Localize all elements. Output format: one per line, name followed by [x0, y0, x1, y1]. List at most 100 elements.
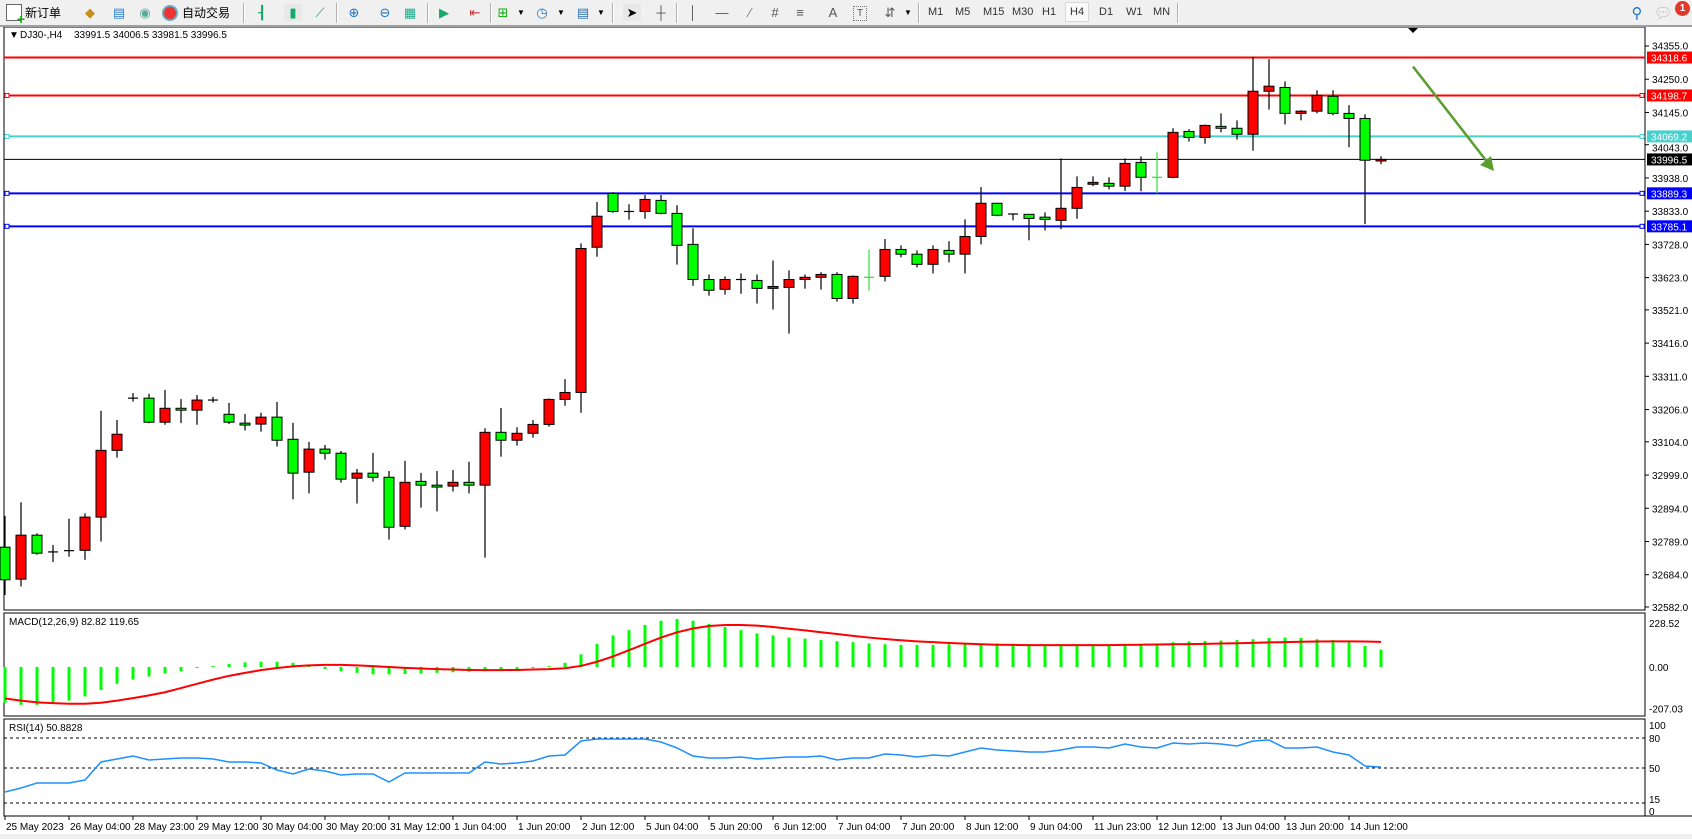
timeframe-m15[interactable]: M15 [983, 6, 1005, 18]
clock-icon[interactable]: ◷ [536, 4, 548, 20]
level-handle [1639, 190, 1645, 196]
candle [255, 412, 267, 432]
macd-histogram-bar [787, 637, 791, 667]
timeframe-h1[interactable]: H1 [1042, 6, 1057, 18]
candle-body [1231, 127, 1243, 135]
collapse-triangle-icon[interactable]: ▼ [9, 30, 19, 41]
crosshair-icon[interactable]: ┼ [656, 5, 666, 20]
text-icon[interactable]: A [828, 5, 838, 20]
candle [287, 422, 299, 500]
timeframe-d1[interactable]: D1 [1099, 6, 1114, 18]
line-chart-icon[interactable]: ⟋ [315, 4, 325, 20]
macd-histogram-bar [115, 667, 119, 684]
time-tick-label: 5 Jun 20:00 [710, 822, 763, 833]
macd-histogram-bar [307, 665, 311, 667]
time-tick-label: 6 Jun 12:00 [774, 822, 827, 833]
candle [927, 245, 939, 274]
macd-histogram-bar [243, 662, 247, 667]
candle [15, 502, 27, 587]
auto-trading-button[interactable]: 自动交易 [162, 3, 230, 22]
candle [271, 401, 283, 447]
price-tick-label: 33311.0 [1652, 372, 1688, 383]
candlestick-icon[interactable]: ▮ [284, 4, 302, 21]
macd-histogram-bar [819, 640, 823, 667]
candle [655, 195, 667, 215]
time-tick-label: 2 Jun 12:00 [582, 822, 635, 833]
rsi-pane[interactable] [4, 737, 1645, 804]
candle [1103, 177, 1115, 190]
candle-body [287, 438, 299, 474]
time-tick-label: 26 May 04:00 [70, 822, 131, 833]
time-tick-label: 11 Jun 23:00 [1094, 822, 1152, 833]
notification-badge[interactable]: 1 [1675, 1, 1690, 16]
timeframe-m1[interactable]: M1 [928, 6, 944, 18]
macd-histogram-bar [1347, 641, 1351, 667]
text-label-icon[interactable]: T [853, 6, 867, 21]
time-tick-label: 13 Jun 04:00 [1222, 822, 1280, 833]
macd-histogram-bar [627, 630, 631, 667]
candle [111, 419, 123, 458]
equidistant-channel-icon[interactable]: # [771, 5, 779, 20]
candle-body [335, 452, 347, 480]
indicators-icon[interactable]: ▤ [576, 4, 590, 20]
bar-chart-icon[interactable]: ┨ [258, 4, 266, 20]
candle-body [703, 279, 715, 291]
indicators-dropdown-icon[interactable]: ▼ [597, 8, 605, 17]
new-chart-icon[interactable]: ⊞ [497, 4, 509, 20]
autoscroll-icon[interactable]: ▶ [439, 4, 449, 20]
chat-icon[interactable]: 💬︎ [1653, 4, 1673, 22]
macd-histogram-bar [83, 667, 87, 697]
timeframe-m30[interactable]: M30 [1012, 6, 1034, 18]
macd-histogram-bar [1331, 640, 1335, 667]
rsi-tick-label: 0 [1649, 807, 1655, 818]
rsi-pane-frame [3, 718, 1646, 817]
timeframe-w1[interactable]: W1 [1126, 6, 1143, 18]
candle [463, 461, 475, 494]
fibonacci-icon[interactable]: ≡ [796, 5, 804, 20]
zoom-out-icon[interactable]: ⊖ [379, 4, 391, 20]
vertical-line-icon[interactable]: │ [688, 5, 698, 20]
chart-shift-icon[interactable]: ⇤ [469, 4, 481, 20]
price-pane[interactable] [0, 56, 1645, 595]
macd-pane[interactable] [3, 619, 1383, 705]
candle-body [1343, 112, 1355, 119]
candle-body [1199, 124, 1211, 138]
macd-histogram-bar [259, 661, 263, 667]
timeframe-h4[interactable]: H4 [1065, 2, 1090, 22]
time-tick-label: 7 Jun 04:00 [838, 822, 891, 833]
arrows-icon[interactable]: ⇵ [884, 4, 896, 20]
candle-body [111, 433, 123, 451]
zoom-in-icon[interactable]: ⊕ [348, 4, 360, 20]
market-watch-icon[interactable]: ▤ [112, 4, 126, 20]
candle [543, 398, 555, 427]
cursor-icon[interactable]: ➤ [623, 4, 641, 21]
new-order-button[interactable]: + 新订单 [6, 3, 61, 26]
chart-shift-marker-icon[interactable] [1408, 28, 1418, 33]
signals-icon[interactable]: ◉ [139, 4, 151, 20]
candle-body [1247, 90, 1259, 135]
metaeditor-icon[interactable]: ◆ [85, 4, 95, 20]
timeframe-mn[interactable]: MN [1153, 6, 1171, 18]
periods-dropdown-icon[interactable]: ▼ [557, 8, 565, 17]
candle [624, 204, 634, 220]
rsi-label: RSI(14) 50.8828 [9, 723, 83, 734]
candle [975, 187, 987, 245]
new-chart-dropdown-icon[interactable]: ▼ [517, 8, 525, 17]
candle [1215, 113, 1227, 133]
macd-histogram-bar [1299, 637, 1303, 667]
price-tag-label: 33996.5 [1651, 155, 1688, 166]
candle [1359, 114, 1371, 225]
macd-histogram-bar [1363, 645, 1367, 667]
price-tick-label: 33104.0 [1652, 438, 1689, 449]
arrows-dropdown-icon[interactable]: ▼ [904, 8, 912, 17]
timeframe-m5[interactable]: M5 [955, 6, 971, 18]
macd-histogram-bar [1283, 637, 1287, 667]
time-tick-label: 5 Jun 04:00 [646, 822, 699, 833]
search-icon[interactable]: ⚲ [1631, 4, 1643, 22]
candle-body [927, 248, 939, 265]
horizontal-line-icon[interactable]: — [715, 5, 729, 20]
trendline-icon[interactable]: ⁄ [748, 5, 752, 20]
tile-windows-icon[interactable]: ▦ [403, 4, 417, 20]
candle [1311, 90, 1323, 114]
